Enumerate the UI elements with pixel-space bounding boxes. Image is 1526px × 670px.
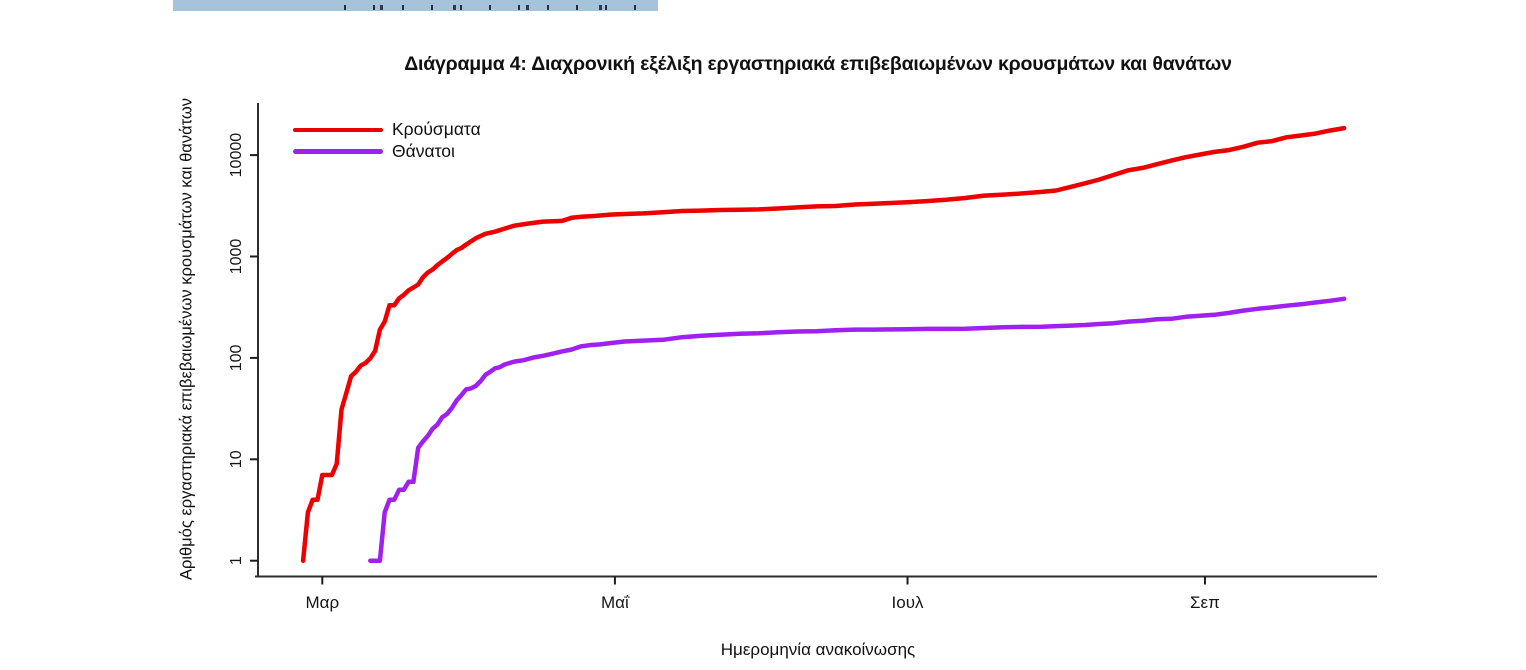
legend-label-cases: Κρούσματα — [392, 119, 481, 139]
x-tick-label: Μαρ — [305, 593, 339, 612]
x-axis-title: Ημερομηνία ανακοίνωσης — [720, 640, 916, 659]
y-tick-label: 10 — [228, 450, 245, 468]
cases-curve — [300, 125, 1347, 563]
y-tick-label: 10000 — [228, 133, 245, 178]
deaths-line-swatch — [293, 149, 383, 154]
deaths-curve — [368, 296, 1347, 563]
y-tick-label: 1000 — [228, 239, 245, 275]
x-tick-label: Σεπ — [1190, 593, 1220, 612]
x-tick-label: Ιουλ — [892, 593, 924, 612]
legend-item-deaths: Θάνατοι — [293, 141, 481, 163]
clipped-text-selection — [173, 0, 658, 11]
cases-line-swatch — [293, 127, 383, 132]
legend-label-deaths: Θάνατοι — [392, 140, 455, 161]
chart-legend: Κρούσματα Θάνατοι — [293, 119, 481, 162]
y-tick-label: 1 — [228, 556, 245, 565]
y-tick-label: 100 — [228, 344, 245, 371]
chart-title: Διάγραμμα 4: Διαχρονική εξέλιξη εργαστηρ… — [404, 53, 1232, 75]
clipped-text-fragments — [333, 5, 655, 10]
x-tick-label: Μαΐ — [601, 593, 630, 612]
y-axis-title: Αριθμός εργαστηριακά επιβεβαιωμένων κρου… — [177, 97, 196, 581]
legend-item-cases: Κρούσματα — [293, 119, 481, 141]
